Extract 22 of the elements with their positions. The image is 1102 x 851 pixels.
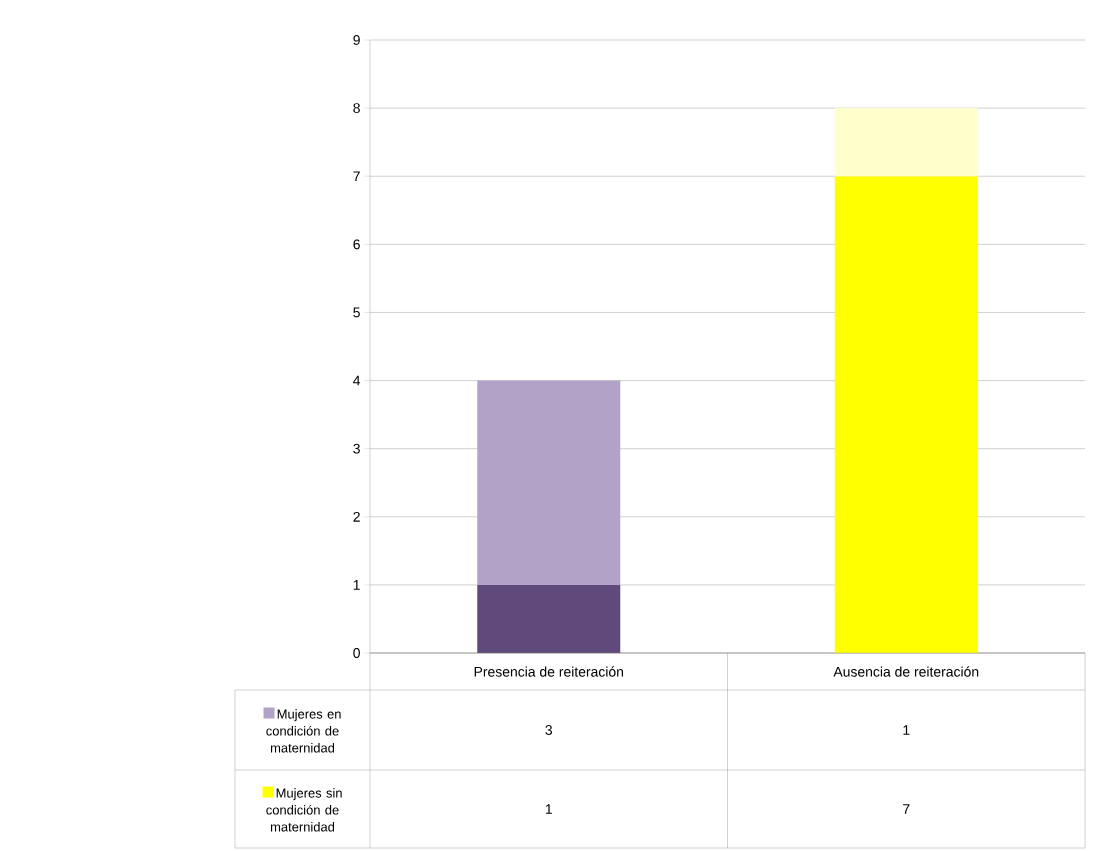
bar: [477, 584, 621, 654]
y-tick-label: 1: [353, 580, 360, 590]
x-tick-label: Ausencia de reiteración: [833, 666, 979, 677]
y-tick-label: 5: [353, 307, 360, 318]
data-label: 7: [903, 804, 910, 814]
y-tick-label: 2: [353, 511, 360, 522]
bar: [477, 380, 621, 585]
y-tick-label: 6: [353, 239, 360, 250]
bar: [834, 108, 978, 177]
y-tick-label: 3: [353, 443, 360, 454]
data-label: 3: [545, 725, 553, 735]
x-tick-label: Presencia de reiteración: [474, 666, 624, 677]
data-label: 1: [903, 725, 910, 735]
data-label: 1: [545, 804, 552, 814]
legend-label: Mujeres sin condición de maternidad: [266, 788, 342, 832]
bar: [834, 176, 978, 654]
y-tick-label: 7: [353, 171, 360, 182]
y-tick-label: 8: [353, 103, 360, 114]
y-tick-label: 4: [353, 375, 361, 386]
y-tick-label: 9: [353, 35, 360, 45]
y-tick-label: 0: [353, 648, 360, 658]
legend-label: Mujeres en condición de maternidad: [266, 709, 341, 753]
